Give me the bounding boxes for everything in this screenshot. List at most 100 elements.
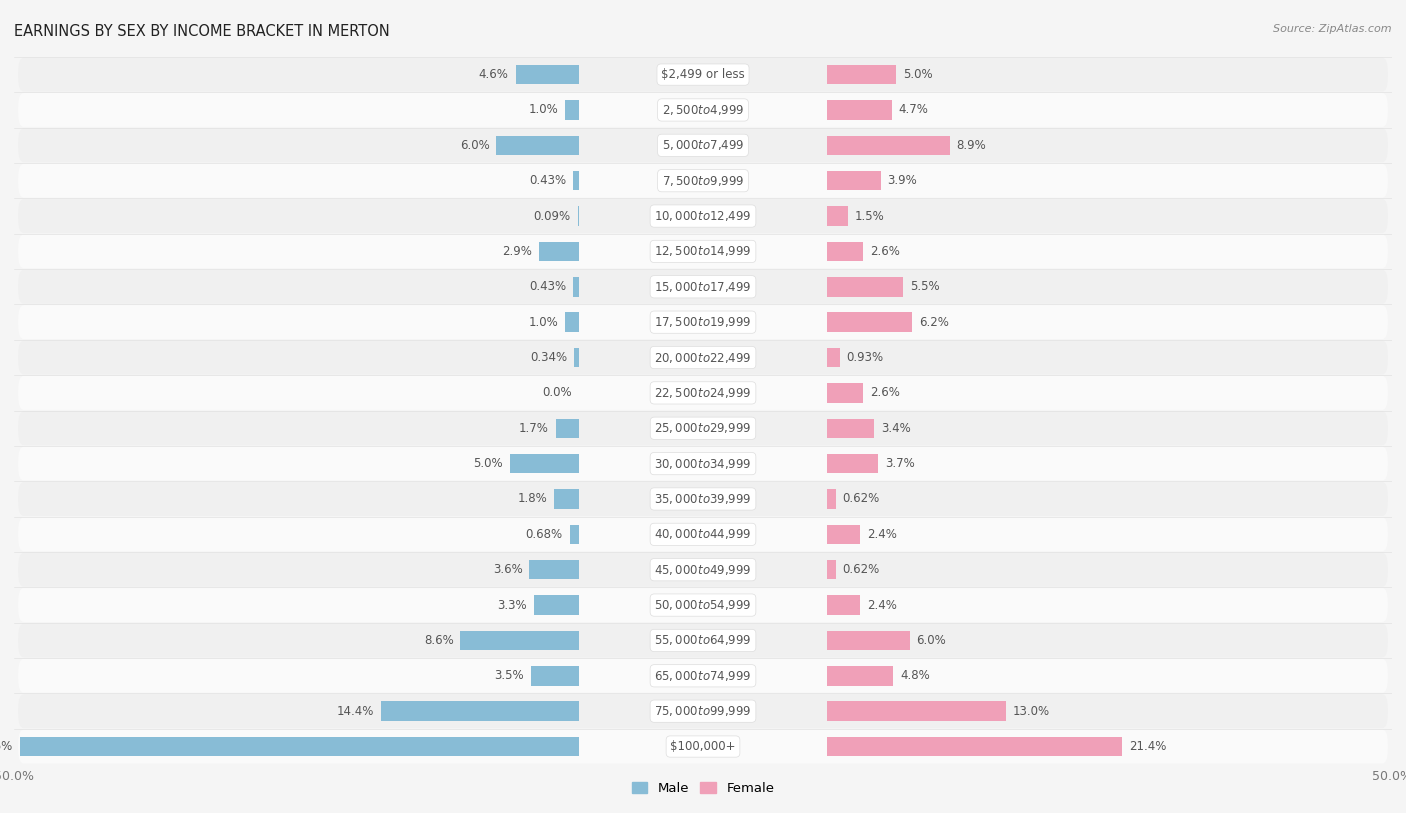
- Legend: Male, Female: Male, Female: [626, 776, 780, 800]
- Bar: [381, 702, 579, 721]
- Text: $20,000 to $22,499: $20,000 to $22,499: [654, 350, 752, 364]
- Bar: [565, 312, 579, 332]
- Text: 0.62%: 0.62%: [842, 493, 880, 506]
- Bar: [461, 631, 579, 650]
- FancyBboxPatch shape: [18, 553, 1388, 587]
- Bar: [827, 737, 1122, 756]
- Text: 3.5%: 3.5%: [495, 669, 524, 682]
- Bar: [827, 489, 835, 509]
- Text: 40.6%: 40.6%: [0, 740, 13, 753]
- Text: 3.3%: 3.3%: [496, 598, 527, 611]
- Bar: [533, 595, 579, 615]
- FancyBboxPatch shape: [18, 234, 1388, 268]
- FancyBboxPatch shape: [18, 93, 1388, 127]
- Bar: [827, 454, 877, 473]
- Text: $2,499 or less: $2,499 or less: [661, 68, 745, 81]
- Text: $40,000 to $44,999: $40,000 to $44,999: [654, 528, 752, 541]
- Text: $50,000 to $54,999: $50,000 to $54,999: [654, 598, 752, 612]
- Text: 2.4%: 2.4%: [868, 528, 897, 541]
- Bar: [827, 524, 860, 544]
- FancyBboxPatch shape: [18, 588, 1388, 622]
- Text: $35,000 to $39,999: $35,000 to $39,999: [654, 492, 752, 506]
- FancyBboxPatch shape: [18, 446, 1388, 480]
- Text: 3.4%: 3.4%: [880, 422, 911, 435]
- Bar: [827, 348, 839, 367]
- Bar: [555, 419, 579, 438]
- FancyBboxPatch shape: [18, 305, 1388, 339]
- Text: 2.4%: 2.4%: [868, 598, 897, 611]
- Text: $55,000 to $64,999: $55,000 to $64,999: [654, 633, 752, 647]
- Bar: [827, 631, 910, 650]
- Text: 14.4%: 14.4%: [336, 705, 374, 718]
- Bar: [827, 241, 863, 261]
- Text: 1.8%: 1.8%: [517, 493, 547, 506]
- Text: 13.0%: 13.0%: [1012, 705, 1050, 718]
- Text: 0.43%: 0.43%: [529, 280, 567, 293]
- Bar: [827, 702, 1007, 721]
- Text: 1.0%: 1.0%: [529, 103, 558, 116]
- Text: $75,000 to $99,999: $75,000 to $99,999: [654, 704, 752, 718]
- Text: 0.62%: 0.62%: [842, 563, 880, 576]
- Text: 0.68%: 0.68%: [526, 528, 562, 541]
- Text: 6.2%: 6.2%: [920, 315, 949, 328]
- Text: 0.09%: 0.09%: [534, 210, 571, 223]
- Bar: [827, 136, 949, 155]
- Text: 21.4%: 21.4%: [1129, 740, 1166, 753]
- Text: $25,000 to $29,999: $25,000 to $29,999: [654, 421, 752, 435]
- Text: 5.0%: 5.0%: [474, 457, 503, 470]
- Bar: [569, 524, 579, 544]
- Text: 0.34%: 0.34%: [530, 351, 568, 364]
- Text: $12,500 to $14,999: $12,500 to $14,999: [654, 245, 752, 259]
- FancyBboxPatch shape: [18, 163, 1388, 198]
- Bar: [827, 312, 912, 332]
- Text: 1.0%: 1.0%: [529, 315, 558, 328]
- Text: 3.6%: 3.6%: [492, 563, 523, 576]
- Bar: [510, 454, 579, 473]
- Bar: [827, 595, 860, 615]
- FancyBboxPatch shape: [18, 624, 1388, 658]
- Text: $45,000 to $49,999: $45,000 to $49,999: [654, 563, 752, 576]
- Bar: [496, 136, 579, 155]
- Text: 2.6%: 2.6%: [870, 245, 900, 258]
- Text: 5.0%: 5.0%: [903, 68, 932, 81]
- Bar: [530, 560, 579, 580]
- Text: $5,000 to $7,499: $5,000 to $7,499: [662, 138, 744, 152]
- Text: $2,500 to $4,999: $2,500 to $4,999: [662, 103, 744, 117]
- Bar: [827, 560, 835, 580]
- Text: $30,000 to $34,999: $30,000 to $34,999: [654, 457, 752, 471]
- FancyBboxPatch shape: [18, 659, 1388, 693]
- Text: 0.43%: 0.43%: [529, 174, 567, 187]
- FancyBboxPatch shape: [18, 517, 1388, 551]
- Text: 6.0%: 6.0%: [460, 139, 489, 152]
- Bar: [827, 100, 891, 120]
- FancyBboxPatch shape: [18, 199, 1388, 233]
- FancyBboxPatch shape: [18, 694, 1388, 728]
- Bar: [827, 277, 903, 297]
- Bar: [554, 489, 579, 509]
- Bar: [20, 737, 579, 756]
- Text: $10,000 to $12,499: $10,000 to $12,499: [654, 209, 752, 223]
- Bar: [574, 171, 579, 190]
- FancyBboxPatch shape: [18, 341, 1388, 375]
- Text: 2.9%: 2.9%: [502, 245, 531, 258]
- Text: 2.6%: 2.6%: [870, 386, 900, 399]
- Text: 0.93%: 0.93%: [846, 351, 884, 364]
- FancyBboxPatch shape: [18, 482, 1388, 516]
- Bar: [827, 171, 880, 190]
- Text: $17,500 to $19,999: $17,500 to $19,999: [654, 315, 752, 329]
- Text: EARNINGS BY SEX BY INCOME BRACKET IN MERTON: EARNINGS BY SEX BY INCOME BRACKET IN MER…: [14, 24, 389, 39]
- FancyBboxPatch shape: [18, 270, 1388, 304]
- Bar: [827, 207, 848, 226]
- Bar: [531, 666, 579, 685]
- Text: 4.6%: 4.6%: [479, 68, 509, 81]
- Text: 6.0%: 6.0%: [917, 634, 946, 647]
- FancyBboxPatch shape: [18, 729, 1388, 763]
- Text: $15,000 to $17,499: $15,000 to $17,499: [654, 280, 752, 293]
- Bar: [565, 100, 579, 120]
- Text: 8.9%: 8.9%: [956, 139, 986, 152]
- Bar: [827, 383, 863, 402]
- Text: 4.8%: 4.8%: [900, 669, 929, 682]
- Bar: [516, 65, 579, 85]
- FancyBboxPatch shape: [18, 376, 1388, 410]
- FancyBboxPatch shape: [18, 411, 1388, 446]
